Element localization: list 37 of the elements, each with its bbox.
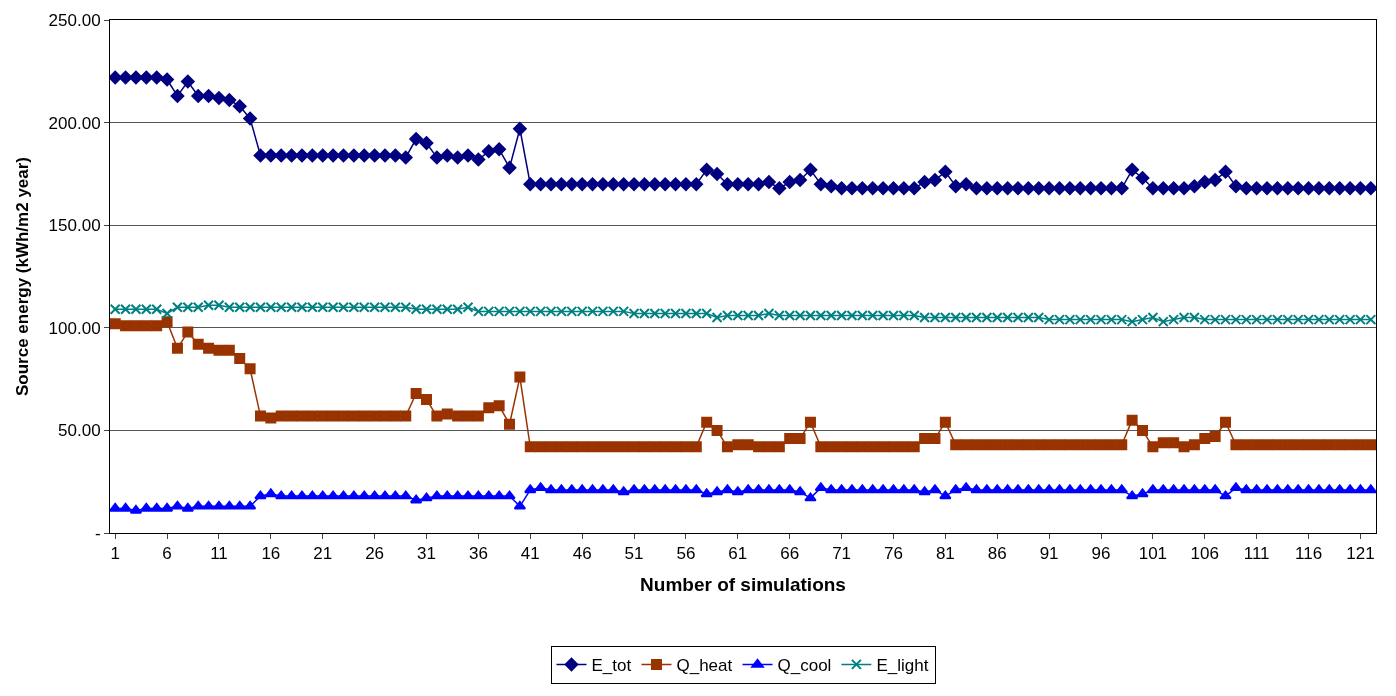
x-tick-label: 31 xyxy=(417,544,436,564)
x-tick-label: 6 xyxy=(162,544,172,564)
y-tick-label: 250.00 xyxy=(48,10,101,30)
x-tick-label: 76 xyxy=(884,544,903,564)
x-tick-label: 111 xyxy=(1243,544,1270,564)
y-tick-label: 50.00 xyxy=(58,421,101,441)
x-tick-label: 66 xyxy=(780,544,800,564)
y-axis-title: Source energy (kWh/m2 year) xyxy=(13,156,33,397)
x-tick-label: 11 xyxy=(210,544,228,564)
x-tick-label: 51 xyxy=(624,544,644,564)
y-tick-label: 100.00 xyxy=(48,318,101,338)
x-tick-label: 96 xyxy=(1091,544,1111,564)
x-tick-label: 81 xyxy=(935,544,955,564)
legend-label: Q_heat xyxy=(676,656,733,676)
x-tick-label: 16 xyxy=(261,544,281,564)
x-tick-label: 86 xyxy=(987,544,1007,564)
x-tick-label: 26 xyxy=(365,544,385,564)
x-tick-label: 46 xyxy=(572,544,592,564)
x-tick-label: 1 xyxy=(110,544,120,564)
x-tick-label: 36 xyxy=(468,544,488,564)
x-tick-label: 106 xyxy=(1190,544,1219,564)
x-tick-label: 56 xyxy=(676,544,696,564)
x-tick-label: 101 xyxy=(1138,544,1168,564)
x-axis-title: Number of simulations xyxy=(640,574,846,596)
x-tick-label: 121 xyxy=(1346,544,1375,564)
legend-label: E_tot xyxy=(591,656,632,676)
x-tick-label: 61 xyxy=(728,544,748,564)
y-tick-label: 150.00 xyxy=(48,216,101,236)
x-tick-label: 21 xyxy=(313,544,333,564)
x-tick-label: 71 xyxy=(832,544,852,564)
x-tick-label: 41 xyxy=(520,544,540,564)
y-tick-label: 200.00 xyxy=(48,113,101,133)
legend-label: Q_cool xyxy=(777,656,832,676)
y-tick-label: - xyxy=(94,523,101,543)
legend-label: E_light xyxy=(876,656,929,676)
x-tick-label: 91 xyxy=(1039,544,1059,564)
x-tick-label: 116 xyxy=(1295,544,1323,564)
